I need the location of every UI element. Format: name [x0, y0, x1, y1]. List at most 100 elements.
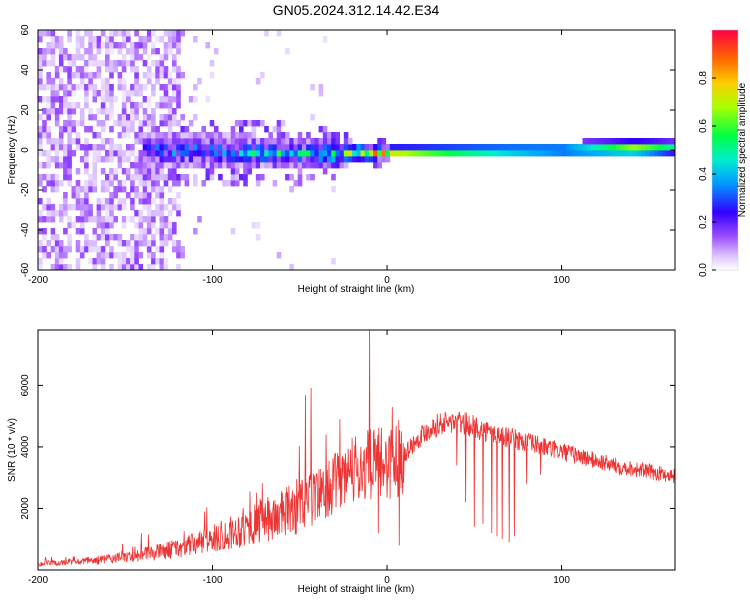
spectrogram-cell	[142, 228, 148, 235]
spectrogram-cell	[151, 150, 156, 157]
spectrogram-cell	[151, 30, 156, 37]
spectrogram-cell	[163, 264, 169, 270]
spectrogram-cell	[184, 132, 190, 139]
spectrogram-cell	[226, 144, 232, 151]
spectrogram-cell	[117, 144, 123, 151]
spectrogram-cell	[46, 114, 51, 121]
spectrogram-cell	[444, 150, 449, 157]
spectrogram-cell	[151, 120, 156, 127]
spectrogram-cell	[46, 78, 51, 85]
spectrogram-cell	[126, 192, 131, 199]
spectrogram-cell	[46, 216, 51, 223]
spectrogram-cell	[272, 150, 278, 157]
spectrogram-cell	[67, 204, 72, 211]
spectrogram-cell	[628, 144, 634, 151]
spectrogram-cell	[146, 126, 152, 133]
spectrogram-cell	[402, 150, 407, 157]
spectrogram-cell	[96, 150, 102, 157]
spectrogram-cell	[105, 180, 110, 187]
spectrogram-cell	[121, 60, 127, 67]
spectrogram-cell	[318, 150, 324, 157]
spectrogram-cell	[79, 204, 85, 211]
spectrogram-cell	[130, 204, 135, 211]
spectrogram-cell	[172, 198, 177, 205]
spectrogram-cell	[146, 114, 152, 121]
spectrogram-cell	[138, 228, 144, 235]
spectrogram-cell	[176, 78, 181, 85]
spectrogram-cell	[75, 138, 81, 145]
spectrogram-cell	[276, 144, 282, 151]
spectrogram-cell	[184, 126, 190, 133]
spectrogram-cell	[440, 144, 445, 151]
spectrogram-cell	[54, 114, 60, 121]
spectrogram-cell	[109, 252, 114, 259]
spectrogram-cell	[419, 150, 424, 157]
spectrogram-cell	[109, 234, 114, 241]
spectrogram-cell	[134, 174, 139, 181]
spectrogram-cell	[213, 162, 219, 169]
spectrogram-cell	[54, 210, 60, 217]
spectrogram-cell	[498, 150, 504, 157]
spectrogram-cell	[511, 144, 516, 151]
spectrogram-cell	[151, 240, 156, 247]
spectrogram-cell	[50, 264, 56, 270]
spectrogram-cell	[356, 150, 361, 157]
spectrogram-cell	[389, 150, 395, 157]
spectrogram-cell	[109, 198, 114, 205]
spectrogram-cell	[67, 216, 72, 223]
spectrogram-cell	[297, 174, 303, 181]
spectrogram-cell	[498, 144, 504, 151]
spectrogram-cell	[117, 42, 123, 49]
snr-y-tick-label: 4000	[20, 435, 31, 458]
spectrogram-cell	[54, 258, 60, 265]
spectrogram-cell	[100, 246, 106, 253]
spectrogram-cell	[71, 72, 77, 79]
spectrogram-cell	[364, 150, 370, 157]
spectrogram-cell	[84, 60, 89, 67]
spectrogram-cell	[100, 84, 106, 91]
spectrogram-cell	[96, 120, 102, 127]
spectrogram-cell	[222, 156, 227, 163]
spectrogram-cell	[172, 222, 177, 229]
spectrogram-cell	[176, 120, 181, 127]
spectrogram-cell	[146, 54, 152, 61]
spectrogram-cell	[230, 162, 236, 169]
spectrogram-cell	[146, 264, 152, 270]
spectrogram-cell	[473, 150, 479, 157]
spectrogram-cell	[134, 222, 139, 229]
spectrogram-cell	[117, 30, 123, 37]
spectrogram-cell	[628, 150, 634, 157]
spectrogram-cell	[155, 150, 160, 157]
spectrogram-cell	[146, 78, 152, 85]
spectrogram-cell	[632, 150, 638, 157]
spectrogram-cell	[193, 84, 198, 91]
spectrogram-cell	[105, 252, 110, 259]
spectrogram-cell	[100, 228, 106, 235]
spectrogram-cell	[109, 30, 114, 37]
spectrogram-cell	[146, 102, 152, 109]
spectrogram-cell	[79, 108, 85, 115]
spectrogram-cell	[167, 126, 173, 133]
spectrogram-cell	[297, 144, 303, 151]
spectrogram-cell	[63, 246, 68, 253]
spectrogram-cell	[146, 228, 152, 235]
spectrogram-cell	[523, 150, 529, 157]
spectrogram-cell	[331, 258, 336, 265]
spectrogram-cell	[188, 132, 194, 139]
snr-series-line	[38, 330, 675, 568]
spectrogram-cell	[205, 132, 211, 139]
spectrogram-cell	[172, 42, 177, 49]
spectrogram-cell	[172, 144, 177, 151]
spectrogram-cell	[264, 162, 269, 169]
spectrogram-cell	[84, 90, 89, 97]
spectrogram-cell	[502, 144, 508, 151]
spectrogram-cell	[38, 66, 43, 73]
spectrogram-cell	[126, 150, 131, 157]
spectrogram-cell	[105, 108, 110, 115]
spectrogram-cell	[146, 150, 152, 157]
spectrogram-cell	[172, 162, 177, 169]
spectrogram-cell	[155, 36, 160, 43]
spectrogram-cell	[88, 48, 93, 55]
spectrogram-cell	[88, 36, 93, 43]
spectrogram-cell	[117, 264, 123, 270]
